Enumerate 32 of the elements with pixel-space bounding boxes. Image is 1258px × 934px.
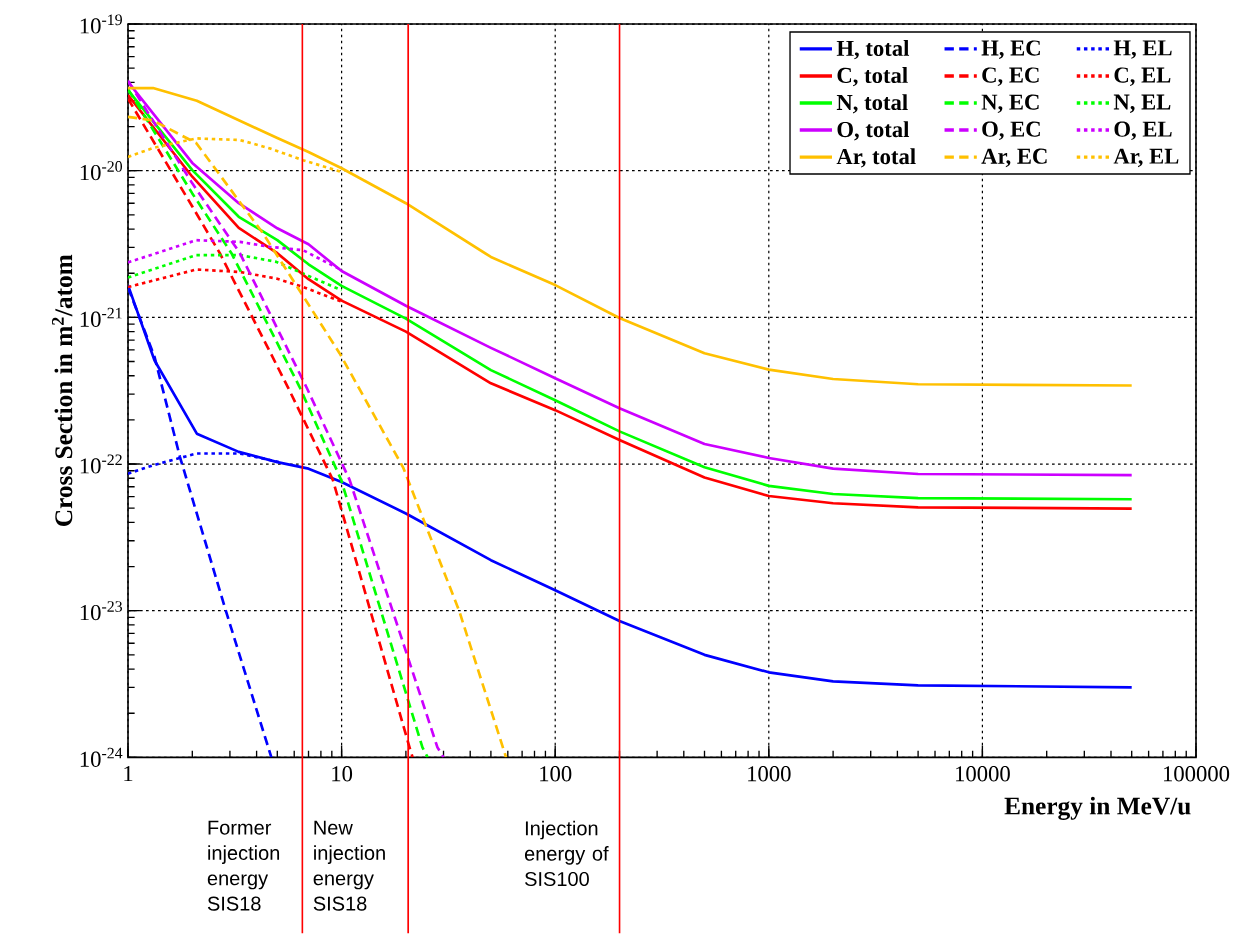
x-tick-label: 10 bbox=[332, 766, 353, 782]
ref-line-label: New injection energy SIS18 bbox=[313, 820, 385, 911]
legend-label: C, total bbox=[837, 67, 908, 87]
legend-label: H, total bbox=[836, 40, 910, 60]
y-tick-label: 10$^{-19}$ bbox=[80, 14, 122, 34]
legend-label: O, EL bbox=[1114, 121, 1172, 141]
y-tick-label: 10$^{-23}$ bbox=[80, 601, 123, 621]
ref-line-label: Former injection energy SIS18 bbox=[207, 820, 280, 911]
legend-label: N, EC bbox=[981, 94, 1039, 114]
legend-label: Ar, total bbox=[836, 148, 916, 168]
y-tick-label: 10$^{-24}$ bbox=[80, 747, 123, 767]
x-tick-label: 100 bbox=[540, 766, 572, 782]
legend-label: O, EC bbox=[982, 121, 1040, 141]
legend-label: N, total bbox=[836, 94, 908, 114]
x-tick-label: 1 bbox=[124, 766, 133, 782]
y-tick-label: 10$^{-21}$ bbox=[80, 307, 122, 327]
y-tick-label: 10$^{-22}$ bbox=[80, 454, 122, 474]
legend-label: Ar, EL bbox=[1113, 148, 1179, 168]
x-tick-label: 1000 bbox=[748, 766, 791, 782]
legend-label: H, EL bbox=[1113, 40, 1172, 59]
legend-label: C, EL bbox=[1114, 67, 1171, 86]
legend-label: C, EC bbox=[982, 67, 1039, 86]
ref-line-label: Injection energy of SIS100 bbox=[524, 820, 609, 887]
y-axis-title: Cross Section in m$^{2}$/atom bbox=[51, 254, 73, 526]
legend-label: O, total bbox=[837, 121, 910, 141]
y-tick-label: 10$^{-20}$ bbox=[80, 161, 123, 181]
legend-label: N, EL bbox=[1113, 94, 1171, 113]
legend-label: H, EC bbox=[981, 40, 1040, 59]
x-axis-title: Energy in MeV/u bbox=[1004, 796, 1191, 820]
x-tick-label: 100000 bbox=[1163, 766, 1230, 782]
legend-label: Ar, EC bbox=[981, 148, 1047, 168]
x-tick-label: 10000 bbox=[956, 766, 1010, 782]
